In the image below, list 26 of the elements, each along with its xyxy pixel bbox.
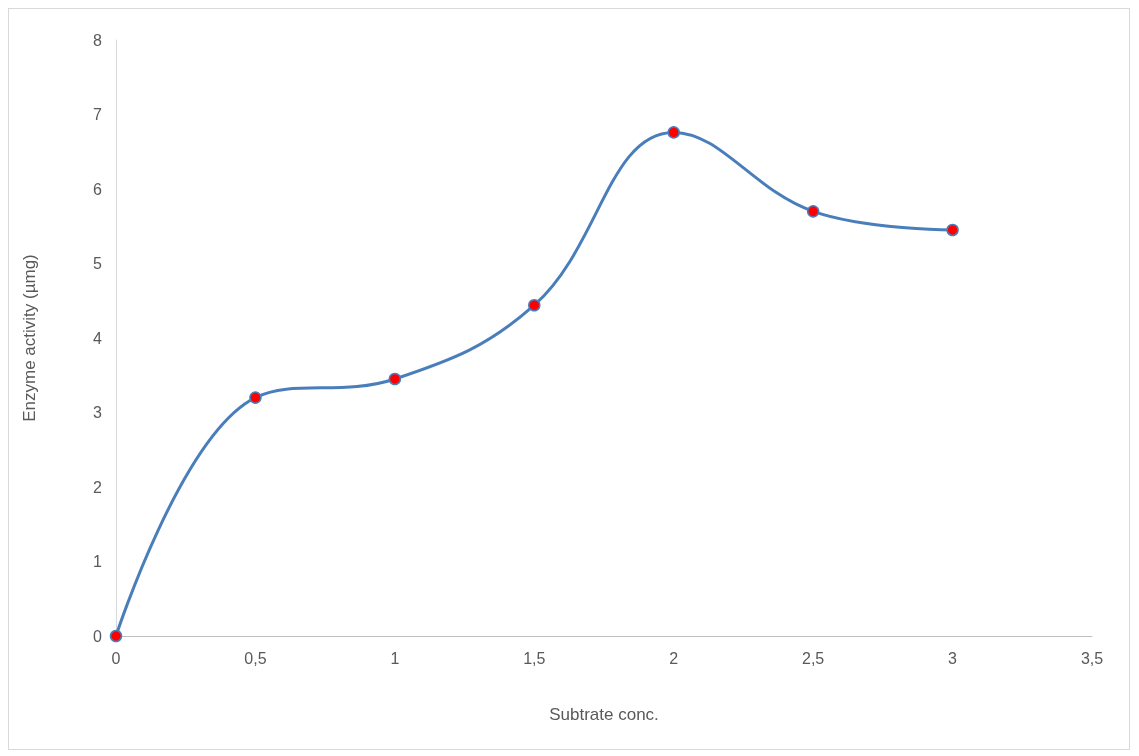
point	[249, 391, 262, 404]
y-tick-label: 3	[93, 404, 103, 421]
y-tick-label: 2	[93, 478, 103, 496]
point	[388, 372, 402, 386]
y-tick-label: 5	[93, 255, 103, 272]
x-tick-label: 1	[390, 649, 400, 667]
x-tick-label: 3	[948, 649, 958, 667]
y-tick-label: 6	[93, 180, 103, 198]
x-tick-label: 1,5	[523, 649, 546, 667]
y-axis-title: Enzyme activity (µmg)	[20, 254, 39, 422]
x-tick-label: 3,5	[1080, 649, 1104, 667]
y-tick-label: 7	[93, 106, 103, 123]
x-axis-title: Subtrate conc.	[549, 705, 659, 724]
x-tick-label: 0	[111, 649, 121, 667]
point	[806, 205, 820, 218]
y-tick-label: 4	[93, 329, 103, 347]
x-tick-label: 2,5	[802, 649, 825, 667]
y-tick-label: 0	[93, 627, 103, 645]
point	[667, 126, 680, 139]
y-tick-label: 1	[93, 553, 103, 570]
x-tick-label: 0,5	[244, 649, 267, 667]
point	[946, 223, 959, 237]
x-tick-label: 2	[669, 649, 679, 667]
point	[109, 629, 123, 643]
y-tick-label: 8	[93, 31, 103, 49]
point	[528, 298, 541, 312]
